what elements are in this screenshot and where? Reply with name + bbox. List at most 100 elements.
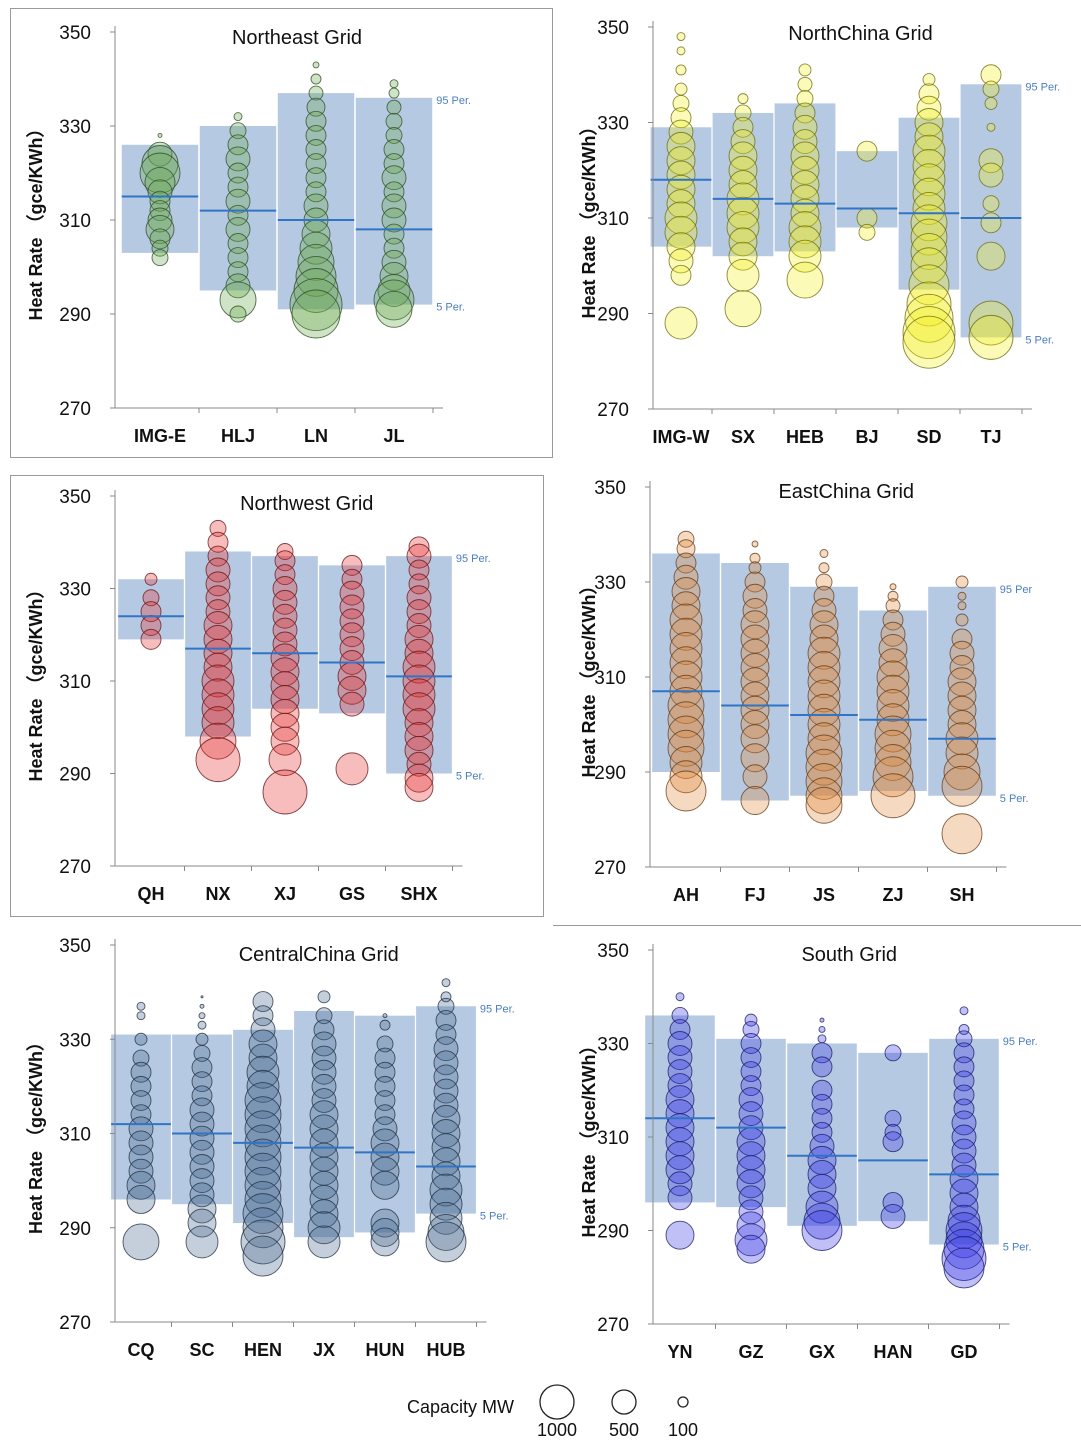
y-tick-label: 290 [59,305,91,326]
y-tick-label: 330 [59,117,91,138]
plant-bubble [189,1139,215,1165]
x-tick-label: HAN [874,1342,913,1362]
plant-bubble [437,997,455,1015]
plant-bubble [738,1185,764,1211]
plant-bubble [982,195,1000,213]
plant-bubble [786,261,824,299]
plant-bubble [429,1201,463,1235]
p5-label: 5 Per. [456,771,485,783]
plant-bubble [408,573,430,595]
plant-bubble [203,652,233,682]
plant-bubble [205,585,231,611]
plant-bubble [955,1030,973,1048]
plant-bubble [669,632,703,665]
plant-bubble [195,1032,209,1046]
plant-bubble [274,564,296,586]
plant-bubble [669,603,703,637]
plant-bubble [151,249,169,267]
plant-bubble [669,760,703,794]
plant-bubble [986,122,996,132]
y-tick-label: 290 [594,763,626,784]
plant-bubble [945,1212,983,1249]
y-tick-label: 270 [594,858,626,879]
plant-bubble [189,1154,215,1179]
y-tick-label: 310 [59,1125,91,1146]
plant-bubble [807,722,841,756]
plant-bubble [740,1075,762,1097]
plant-bubble [968,314,1014,360]
plant-bubble [670,107,692,129]
plant-bubble [140,628,162,650]
plant-bubble [882,609,904,631]
plant-bubble [309,1199,339,1229]
plant-bubble [943,1247,985,1289]
plant-bubble [736,1211,766,1241]
plant-bubble [742,583,768,609]
plant-bubble [147,179,173,205]
plant-bubble [872,756,914,798]
plant-bubble [751,540,759,548]
plant-bubble [876,689,910,722]
plant-bubble [388,87,400,99]
plant-bubble [339,580,365,606]
panel-title: Northeast Grid [232,27,362,49]
plant-bubble [383,181,405,203]
plant-bubble [313,1019,335,1041]
plant-bubble [201,692,235,726]
y-tick-label: 350 [59,23,91,44]
y-tick-label: 310 [594,668,626,689]
plant-bubble [982,80,1000,98]
plant-bubble [918,83,940,105]
percentile-band [355,97,433,305]
plant-bubble [246,1069,280,1103]
plant-bubble [270,726,300,756]
x-tick-label: ZJ [882,885,903,905]
plant-bubble [272,603,298,629]
x-tick-label: LN [304,426,328,446]
plant-bubble [136,1001,146,1011]
plant-bubble [128,1144,154,1170]
panel-title: Northwest Grid [240,493,373,515]
x-tick-label: HEB [786,427,824,447]
plant-bubble [805,734,843,772]
plant-bubble [788,225,822,259]
panel-northwest-grid: 95 Per. 5 Per. 270 290 310 330 350 QH NX XJ GS SHX N… [26,487,491,904]
plant-bubble [951,1138,977,1164]
plant-bubble [675,552,697,574]
plant-bubble [197,1020,207,1030]
y-tick-label: 330 [597,1035,629,1056]
plant-bubble [193,1044,211,1062]
plant-bubble [147,207,173,233]
plant-bubble [276,543,294,560]
plant-bubble [744,571,766,593]
x-tick-label: SD [916,427,941,447]
plant-bubble [227,134,249,156]
plant-bubble [185,1225,219,1259]
plant-bubble [189,1125,215,1151]
plant-bubble [978,162,1004,188]
plant-bubble [914,122,944,152]
plant-bubble [902,315,956,369]
plant-bubble [665,1220,695,1250]
plant-bubble [882,1131,904,1153]
plant-bubble [389,79,399,89]
plant-bubble [665,1155,695,1185]
x-tick-label: HLJ [221,426,255,446]
plant-bubble [884,1123,902,1141]
plant-bubble [311,1073,337,1099]
plant-bubble [667,1031,693,1056]
plant-bubble [201,678,235,712]
plant-bubble [874,715,912,753]
y-axis-label: Heat Rate （gce/KWh） [26,1033,46,1234]
plant-bubble [199,722,237,760]
plant-bubble [953,1098,975,1120]
plant-bubble [272,617,298,643]
y-axis-label: Heat Rate （gce/KWh） [26,119,46,320]
plant-bubble [149,200,171,222]
plant-bubble [383,153,405,175]
y-axis-label: Heat Rate （gce/KWh） [26,580,46,781]
plant-bubble [790,198,820,228]
plant-bubble [910,232,948,270]
plant-bubble [884,1109,902,1127]
plant-bubble [433,1050,459,1076]
